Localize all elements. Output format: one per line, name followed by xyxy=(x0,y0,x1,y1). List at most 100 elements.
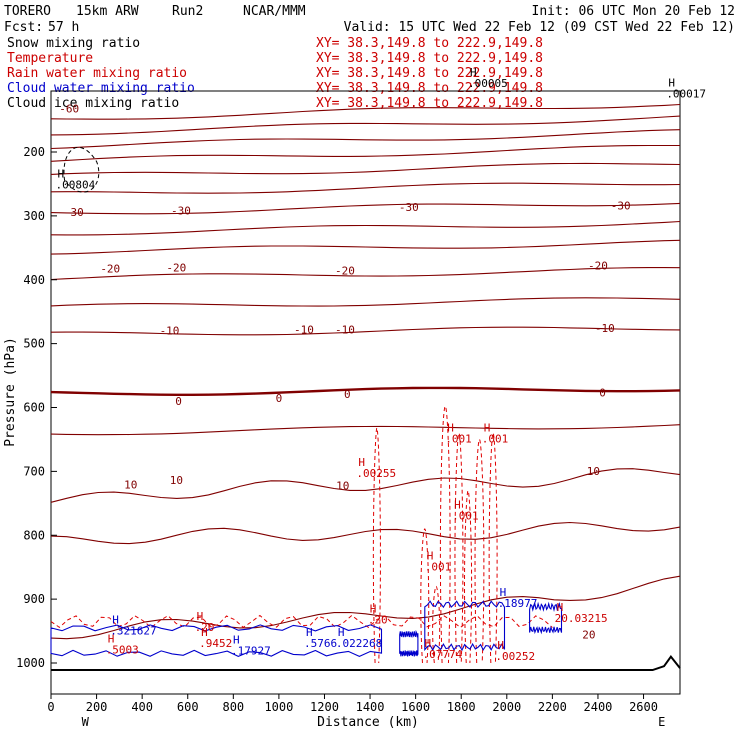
maxima-label-4: .00255 xyxy=(356,467,396,480)
maxima-label-18: .00252 xyxy=(495,650,535,663)
run-name: Run2 xyxy=(172,4,203,19)
valid-time: Valid: 15 UTC Wed 22 Feb 12 (09 CST Wed … xyxy=(344,20,735,35)
x-tick-label-1600: 1600 xyxy=(401,700,430,714)
isotherm--50 xyxy=(50,129,681,150)
maxima-h-marker-20: H xyxy=(370,602,377,615)
cloud-water-contours xyxy=(50,600,563,658)
isotherm-label-13: -10 xyxy=(595,322,615,335)
maxima-label-20: .20 xyxy=(368,613,388,626)
isotherm-label-16: 0 xyxy=(344,388,351,401)
x-axis-label: Distance (km) xyxy=(317,715,419,730)
temperature-isotherms xyxy=(50,103,681,640)
maxima-h-marker-7: H xyxy=(454,498,461,511)
isotherm-label-21: 10 xyxy=(587,465,600,478)
isotherm--35 xyxy=(50,182,681,194)
isotherm-label-6: -20 xyxy=(100,263,120,276)
maxima-label-13: .022268 xyxy=(336,637,382,650)
isotherm-0 xyxy=(50,386,681,396)
isotherm-label-10: -10 xyxy=(160,325,180,338)
y-tick-label-800: 800 xyxy=(23,528,45,542)
isotherm-label-8: -20 xyxy=(335,265,355,278)
maxima-label-3: .00804 xyxy=(56,178,96,191)
rain-plume-5 xyxy=(474,438,485,664)
isotherm-label-19: 10 xyxy=(170,474,183,487)
legend: Snow mixing ratio XY= 38.3,149.8 to 222.9… xyxy=(7,36,543,111)
x-tick-label-2400: 2400 xyxy=(584,700,613,714)
rain-plume-8 xyxy=(464,490,473,664)
maxima-h-marker-3: H xyxy=(58,167,65,180)
isotherm-label-12: -10 xyxy=(335,323,355,336)
org-name: NCAR/MMM xyxy=(243,4,306,19)
maxima-h-marker-2: H xyxy=(470,66,477,79)
model-name: TORERO xyxy=(4,4,51,19)
isotherm--55 xyxy=(50,115,681,136)
maxima-label-19: .20 xyxy=(195,621,215,634)
maxima-h-marker-8: H xyxy=(427,549,434,562)
y-tick-label-200: 200 xyxy=(23,145,45,159)
maxima-h-marker-11: H xyxy=(306,626,313,639)
maxima-labels: .00017H.00005H.00804H.00255H.001H.001H.0… xyxy=(56,66,707,663)
legend-item-2: Temperature xyxy=(7,51,93,66)
x-tick-label-1200: 1200 xyxy=(310,700,339,714)
x-tick-label-600: 600 xyxy=(177,700,199,714)
isotherm-5 xyxy=(50,424,681,436)
legend-xy-1: XY= 38.3,149.8 to 222.9,149.8 xyxy=(316,36,543,51)
cloud-water-region-1 xyxy=(50,624,383,658)
maxima-label-14: .9452 xyxy=(199,637,232,650)
isotherm-label-7: -20 xyxy=(166,261,186,274)
maxima-h-marker-15: H xyxy=(424,637,431,650)
rain-plume-2 xyxy=(420,528,430,664)
maxima-label-7: .001 xyxy=(452,509,479,522)
maxima-label-17: 20.03215 xyxy=(555,612,608,625)
y-tick-label-300: 300 xyxy=(23,209,45,223)
maxima-label-12: .17927 xyxy=(231,645,271,658)
legend-xy-4: XY= 38.3,149.8 to 222.9,149.8 xyxy=(316,81,543,96)
isotherm-label-9: -20 xyxy=(588,260,608,273)
y-tick-label-400: 400 xyxy=(23,273,45,287)
maxima-h-marker-12: H xyxy=(233,634,240,647)
legend-item-1: Snow mixing ratio xyxy=(7,36,140,51)
x-tick-label-1400: 1400 xyxy=(356,700,385,714)
y-tick-label-700: 700 xyxy=(23,464,45,478)
legend-item-4: Cloud water mixing ratio xyxy=(7,81,195,96)
plot-frame xyxy=(50,90,681,695)
legend-xy-2: XY= 38.3,149.8 to 222.9,149.8 xyxy=(316,51,543,66)
rain-plume-7 xyxy=(432,585,441,664)
ice-contour-loop xyxy=(63,147,100,193)
isotherm-labels: -60 -30 -30 -30 -30 -20 -20 -20 -20 -10 -10 -10 -10 0… xyxy=(59,102,630,641)
x-tick-label-1000: 1000 xyxy=(264,700,293,714)
x-tick-label-1800: 1800 xyxy=(447,700,476,714)
maxima-label-9: .321627 xyxy=(110,624,156,637)
isotherm-label-22: 20 xyxy=(582,629,595,642)
y-axis: 200 300 400 500 600 700 800 900 1000 xyxy=(16,145,57,670)
x-tick-label-2000: 2000 xyxy=(492,700,521,714)
isotherm-label-2: -30 xyxy=(64,206,84,219)
x-end-label-east: E xyxy=(658,715,665,729)
isotherm-label-17: 0 xyxy=(599,387,606,400)
rain-plume-6 xyxy=(488,432,498,664)
isotherm--5 xyxy=(50,326,681,336)
isotherm-label-4: -30 xyxy=(399,201,419,214)
maxima-label-16: .18977 xyxy=(498,597,538,610)
x-tick-label-2600: 2600 xyxy=(629,700,658,714)
terrain-line xyxy=(51,654,681,672)
maxima-label-8: .001 xyxy=(425,560,452,573)
rain-plume-4 xyxy=(454,432,464,664)
header: TORERO 15km ARW Run2 NCAR/MMM Init: 06 U… xyxy=(4,4,735,35)
maxima-h-marker-1: H xyxy=(668,77,675,90)
cloud-water-region-4 xyxy=(399,629,419,657)
isotherm--15 xyxy=(50,267,681,281)
x-tick-label-0: 0 xyxy=(47,700,54,714)
isotherm-20 xyxy=(50,575,681,640)
maxima-h-marker-17: H xyxy=(557,601,564,614)
isotherm-label-18: 10 xyxy=(124,479,137,492)
isotherm--45 xyxy=(50,144,680,162)
isotherm--25 xyxy=(50,220,681,236)
x-axis: 0 200 400 600 800 1000 1200 1400 1600 1800 2000 220… xyxy=(47,694,665,729)
maxima-h-marker-4: H xyxy=(358,456,365,469)
terrain-surface xyxy=(51,654,681,672)
fcst-value: 57 h xyxy=(48,20,79,35)
maxima-h-marker-9: H xyxy=(112,613,119,626)
isotherm-15 xyxy=(50,521,681,545)
